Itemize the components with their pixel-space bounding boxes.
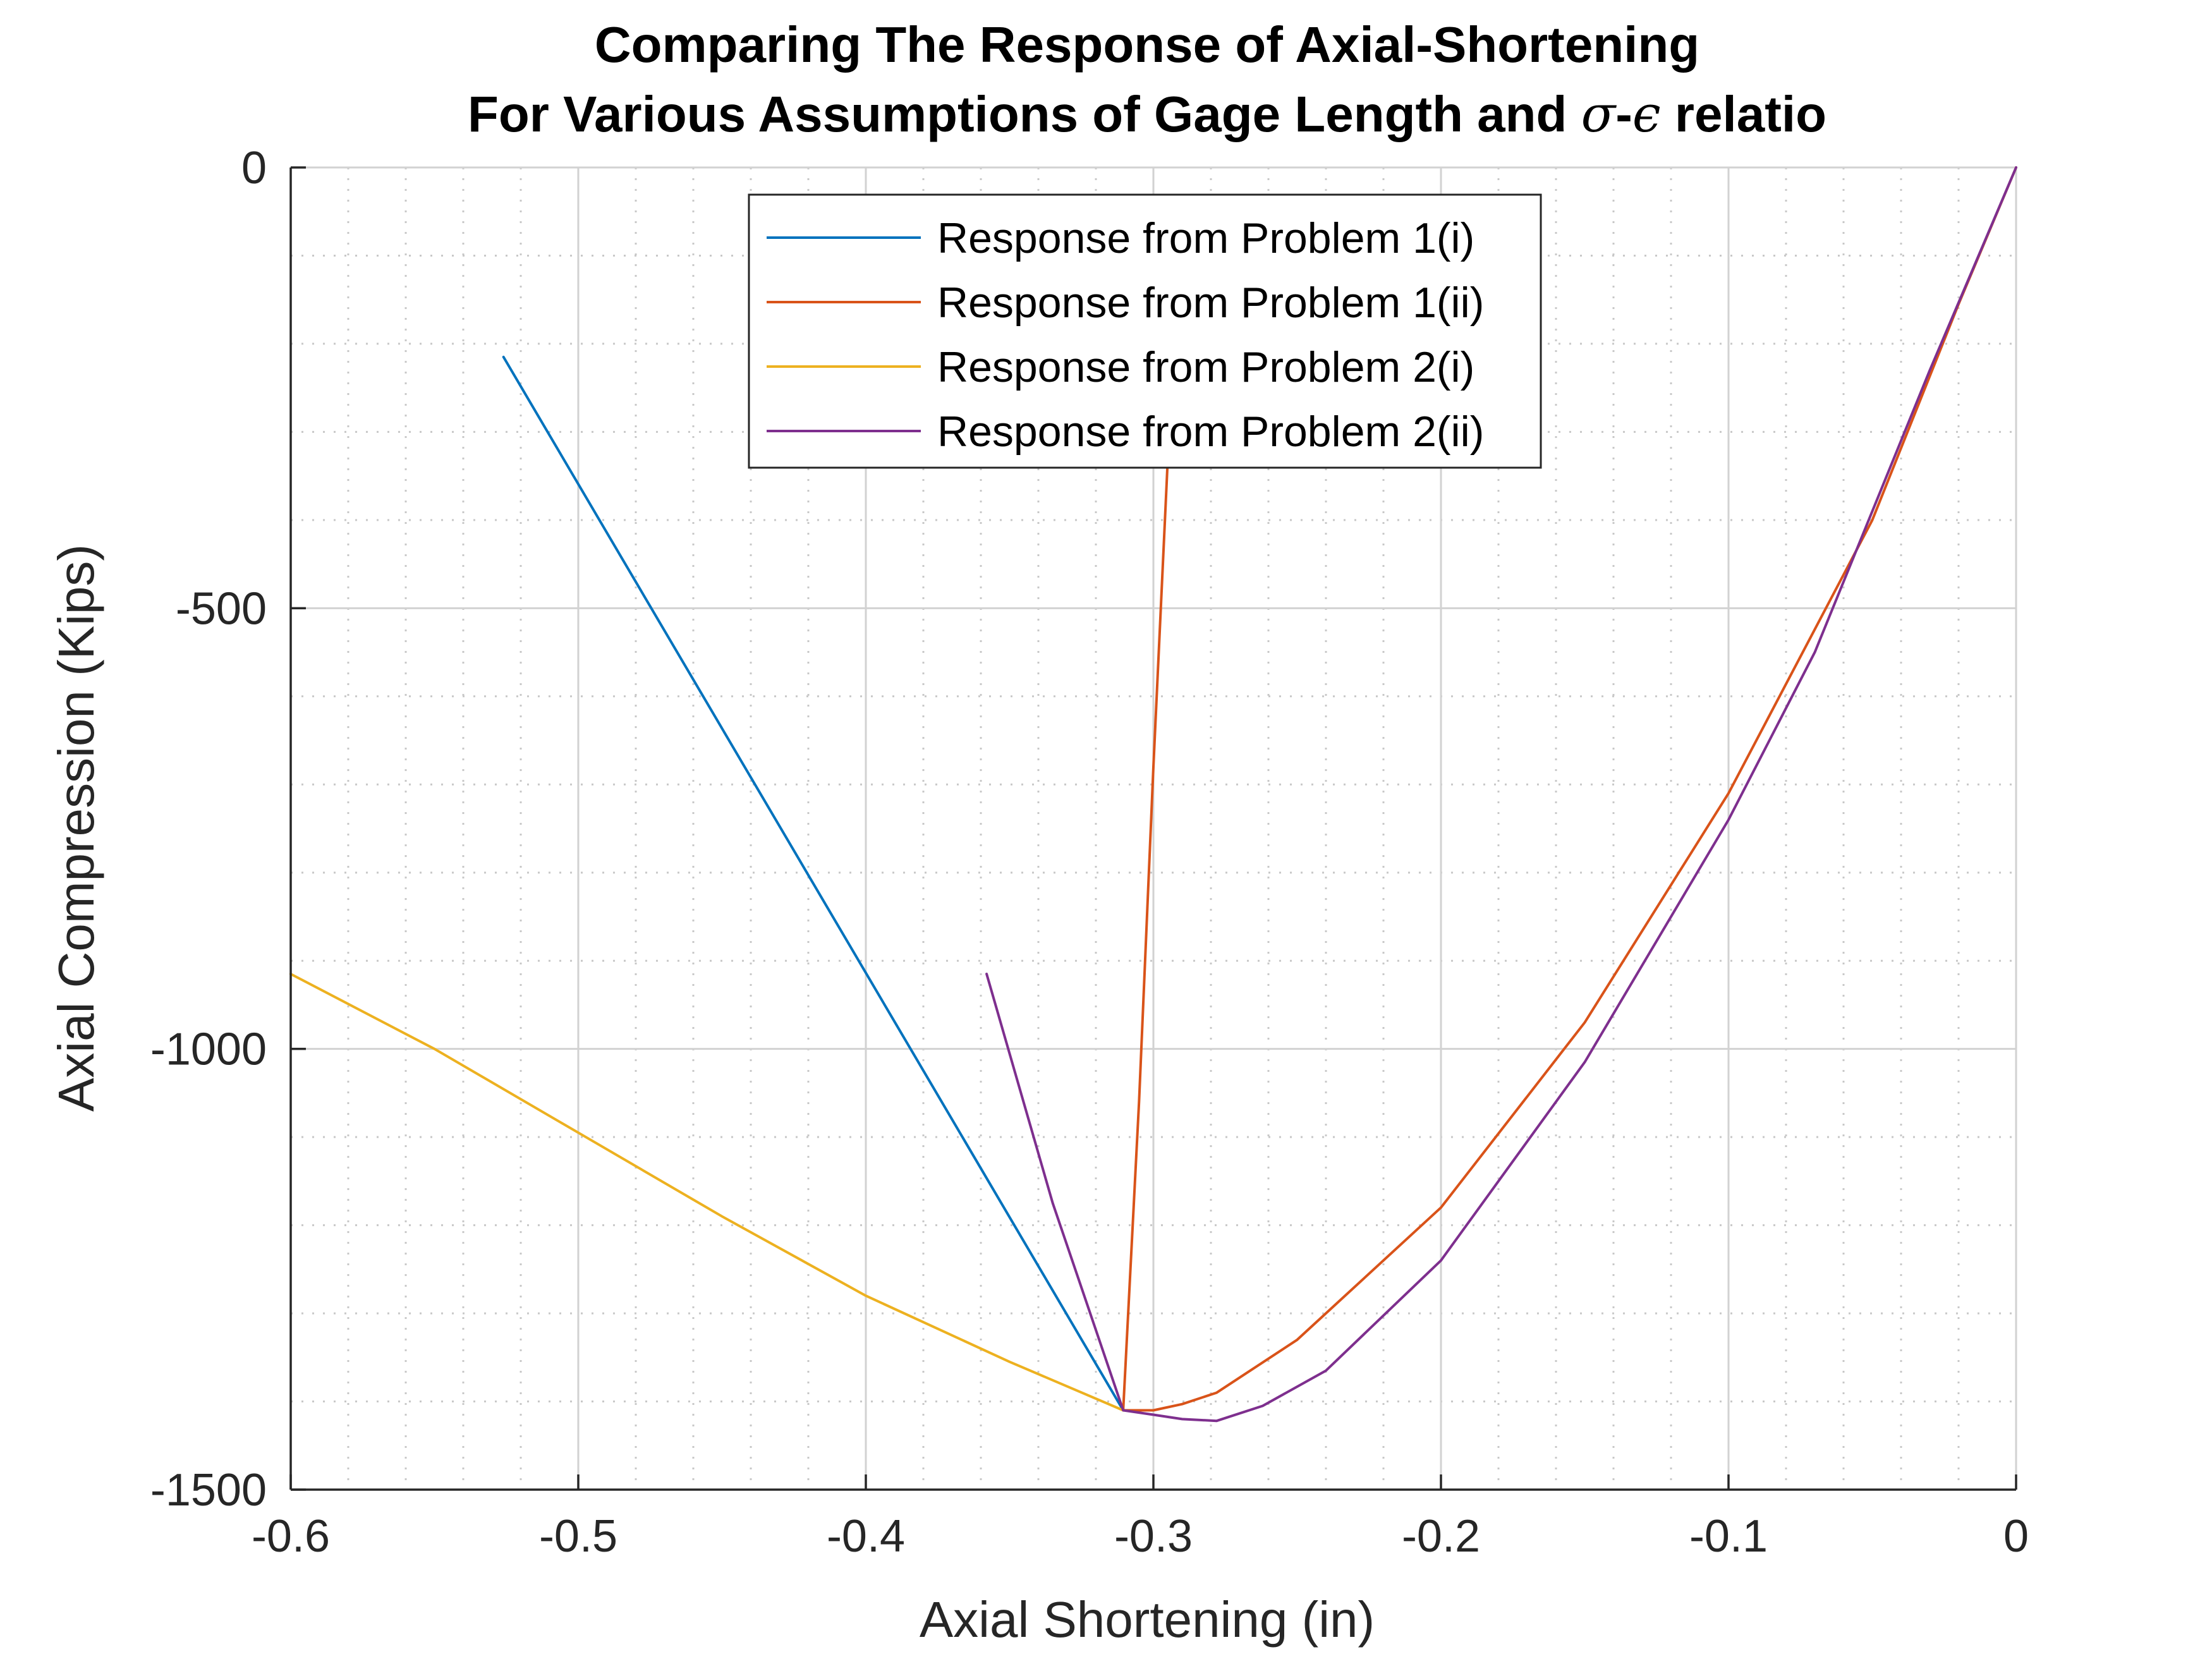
epsilon-symbol: ϵ <box>1632 85 1661 143</box>
legend-item: Response from Problem 2(ii) <box>767 408 1484 456</box>
series-line-4 <box>985 166 2017 1423</box>
x-axis-label: Axial Shortening (in) <box>920 1591 1375 1648</box>
legend-label: Response from Problem 2(i) <box>937 343 1474 391</box>
y-tick-label: -1500 <box>150 1465 267 1516</box>
legend-label: Response from Problem 2(ii) <box>937 408 1484 456</box>
x-axis-ticks: -0.6 -0.5 -0.4 -0.3 -0.2 -0.1 0 <box>252 1474 2029 1562</box>
title-dash: - <box>1615 86 1632 142</box>
series-line-2 <box>1122 166 2017 1412</box>
series-line-3 <box>289 973 1125 1412</box>
legend-item: Response from Problem 1(i) <box>767 214 1474 262</box>
y-axis-ticks: -1500 -1000 -500 0 <box>150 143 306 1516</box>
x-tick-label: 0 <box>2003 1511 2029 1562</box>
x-tick-label: -0.3 <box>1114 1511 1193 1562</box>
y-tick-label: -1000 <box>150 1024 267 1075</box>
x-tick-label: -0.2 <box>1402 1511 1480 1562</box>
series-line-1 <box>502 355 1125 1412</box>
legend: Response from Problem 1(i) Response from … <box>748 193 1542 469</box>
legend-item: Response from Problem 1(ii) <box>767 279 1484 327</box>
x-tick-label: -0.6 <box>252 1511 330 1562</box>
title-line-2-suffix: relatio <box>1661 86 1826 142</box>
chart-title: Comparing The Response of Axial-Shorteni… <box>468 16 1826 143</box>
chart-title-line-2: For Various Assumptions of Gage Length a… <box>468 85 1826 143</box>
chart-title-line-1: Comparing The Response of Axial-Shorteni… <box>595 16 1699 73</box>
x-tick-label: -0.5 <box>539 1511 617 1562</box>
series-lines <box>289 166 2017 1423</box>
x-tick-label: -0.4 <box>827 1511 905 1562</box>
title-line-2-prefix: For Various Assumptions of Gage Length a… <box>468 86 1581 142</box>
legend-box <box>748 193 1542 469</box>
x-tick-label: -0.1 <box>1689 1511 1768 1562</box>
y-tick-label: -500 <box>176 583 267 634</box>
legend-item: Response from Problem 2(i) <box>767 343 1474 391</box>
sigma-symbol: σ <box>1581 85 1617 143</box>
y-tick-label: 0 <box>241 143 267 193</box>
legend-label: Response from Problem 1(ii) <box>937 279 1484 327</box>
legend-label: Response from Problem 1(i) <box>937 214 1474 262</box>
y-axis-label: Axial Compression (Kips) <box>48 544 104 1112</box>
